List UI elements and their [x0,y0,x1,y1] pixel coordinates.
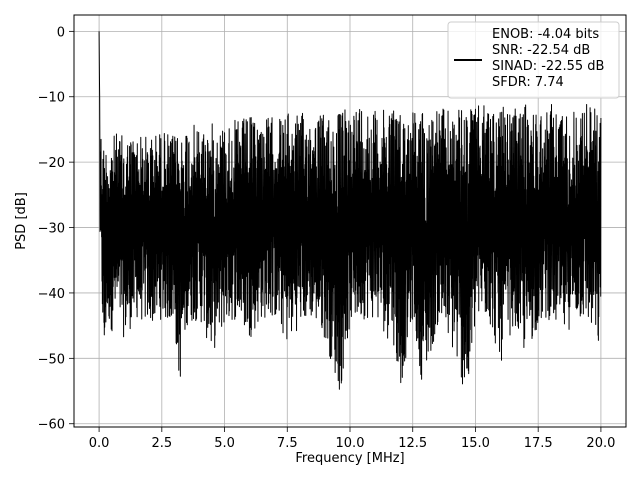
x-tick-label: 5.0 [214,436,235,451]
y-tick-label: −60 [38,418,65,433]
ticks-layer: 0.0 2.5 5.0 7.5 10.0 12.5 15.0 17.5 20.0 0 −10 −20 −… [38,25,616,451]
y-axis-label: PSD [dB] [14,192,29,250]
series-layer [98,31,602,390]
x-tick-label: 20.0 [586,436,615,451]
y-tick-label: −10 [38,91,65,106]
legend-entry-line: ENOB: -4.04 bits [492,27,599,42]
legend-entry-line: SNR: -22.54 dB [492,43,590,58]
x-axis-label: Frequency [MHz] [295,451,404,466]
legend-box [447,21,620,99]
y-tick-label: −30 [38,222,65,237]
y-tick-label: −50 [38,352,65,367]
legend-entry-line: SFDR: 7.74 [492,75,564,90]
series-line [98,31,602,390]
y-tick-label: −40 [38,287,65,302]
x-tick-label: 15.0 [461,436,490,451]
x-tick-label: 12.5 [398,436,427,451]
x-tick-label: 10.0 [336,436,365,451]
x-tick-label: 2.5 [151,436,172,451]
x-tick-label: 7.5 [277,436,298,451]
legend-entry-line: SINAD: -22.55 dB [492,59,604,74]
x-tick-label: 0.0 [89,436,110,451]
y-tick-label: −20 [38,156,65,171]
y-tick-label: 0 [57,25,65,40]
x-tick-label: 17.5 [524,436,553,451]
